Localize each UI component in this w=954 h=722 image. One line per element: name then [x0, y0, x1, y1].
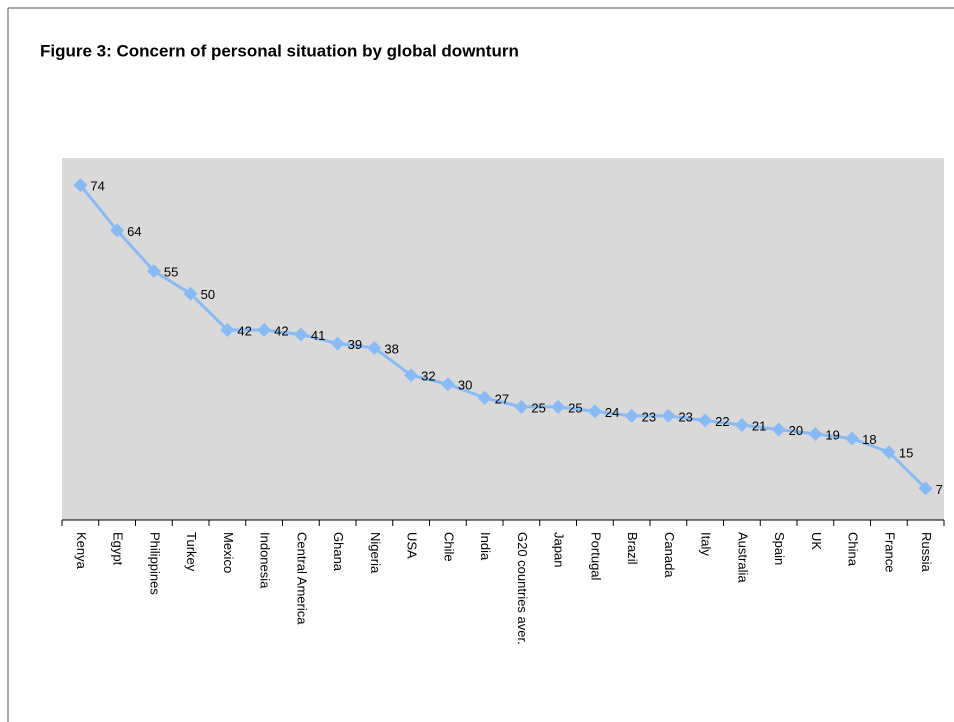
- chart-title: Figure 3: Concern of personal situation …: [40, 41, 519, 60]
- x-tick-label: Mexico: [221, 532, 236, 573]
- data-label: 38: [384, 341, 398, 356]
- marker: [881, 445, 896, 460]
- data-label: 42: [274, 323, 288, 338]
- x-tick-label: USA: [405, 532, 420, 559]
- data-label: 25: [568, 400, 582, 415]
- marker: [367, 341, 382, 356]
- x-tick-label: India: [478, 532, 493, 561]
- data-label: 15: [899, 446, 913, 461]
- marker: [477, 390, 492, 405]
- marker: [514, 399, 529, 414]
- data-label: 27: [495, 391, 509, 406]
- marker: [293, 327, 308, 342]
- marker: [330, 336, 345, 351]
- marker: [220, 322, 235, 337]
- marker: [918, 481, 933, 496]
- data-label: 39: [348, 337, 362, 352]
- marker: [587, 404, 602, 419]
- data-label: 41: [311, 328, 325, 343]
- marker: [404, 368, 419, 383]
- x-tick-label: Kenya: [74, 532, 89, 570]
- marker: [734, 417, 749, 432]
- x-tick-label: China: [846, 532, 861, 567]
- data-label: 50: [201, 287, 215, 302]
- x-tick-label: Brazil: [625, 532, 640, 565]
- x-tick-label: Canada: [662, 532, 677, 578]
- data-label: 55: [164, 265, 178, 280]
- marker: [845, 431, 860, 446]
- data-label: 22: [715, 414, 729, 429]
- x-tick-label: Japan: [552, 532, 567, 567]
- marker: [183, 286, 198, 301]
- data-label: 7: [936, 482, 943, 497]
- x-tick-label: Australia: [735, 532, 750, 583]
- marker: [110, 223, 125, 238]
- marker: [440, 377, 455, 392]
- x-tick-label: G20 countries aver.: [515, 532, 530, 645]
- x-tick-label: Spain: [772, 532, 787, 565]
- marker: [661, 408, 676, 423]
- x-tick-label: Nigeria: [368, 532, 383, 574]
- x-tick-label: Portugal: [588, 532, 603, 581]
- data-label: 74: [90, 179, 104, 194]
- x-tick-label: Chile: [441, 532, 456, 562]
- data-label: 18: [862, 432, 876, 447]
- data-label: 21: [752, 418, 766, 433]
- marker: [771, 422, 786, 437]
- data-label: 24: [605, 405, 619, 420]
- data-label: 20: [789, 423, 803, 438]
- data-label: 23: [642, 409, 656, 424]
- marker: [146, 264, 161, 279]
- x-tick-label: Philippines: [147, 532, 162, 595]
- x-tick-label: France: [882, 532, 897, 572]
- data-label: 64: [127, 224, 141, 239]
- marker: [808, 427, 823, 442]
- marker: [698, 413, 713, 428]
- x-tick-label: Turkey: [184, 532, 199, 572]
- x-tick-label: Indonesia: [258, 532, 273, 589]
- x-tick-label: Ghana: [331, 532, 346, 572]
- marker: [624, 408, 639, 423]
- marker: [73, 178, 88, 193]
- marker: [257, 322, 272, 337]
- data-label: 42: [237, 323, 251, 338]
- data-label: 23: [678, 409, 692, 424]
- x-tick-label: UK: [809, 532, 824, 550]
- data-label: 19: [825, 427, 839, 442]
- x-tick-label: Russia: [919, 532, 934, 573]
- data-label: 25: [531, 400, 545, 415]
- plot-area: [62, 158, 944, 520]
- x-tick-label: Egypt: [111, 532, 126, 566]
- marker: [551, 399, 566, 414]
- data-label: 32: [421, 369, 435, 384]
- x-tick-label: Central America: [294, 532, 309, 625]
- x-tick-label: Italy: [699, 532, 714, 556]
- data-label: 30: [458, 378, 472, 393]
